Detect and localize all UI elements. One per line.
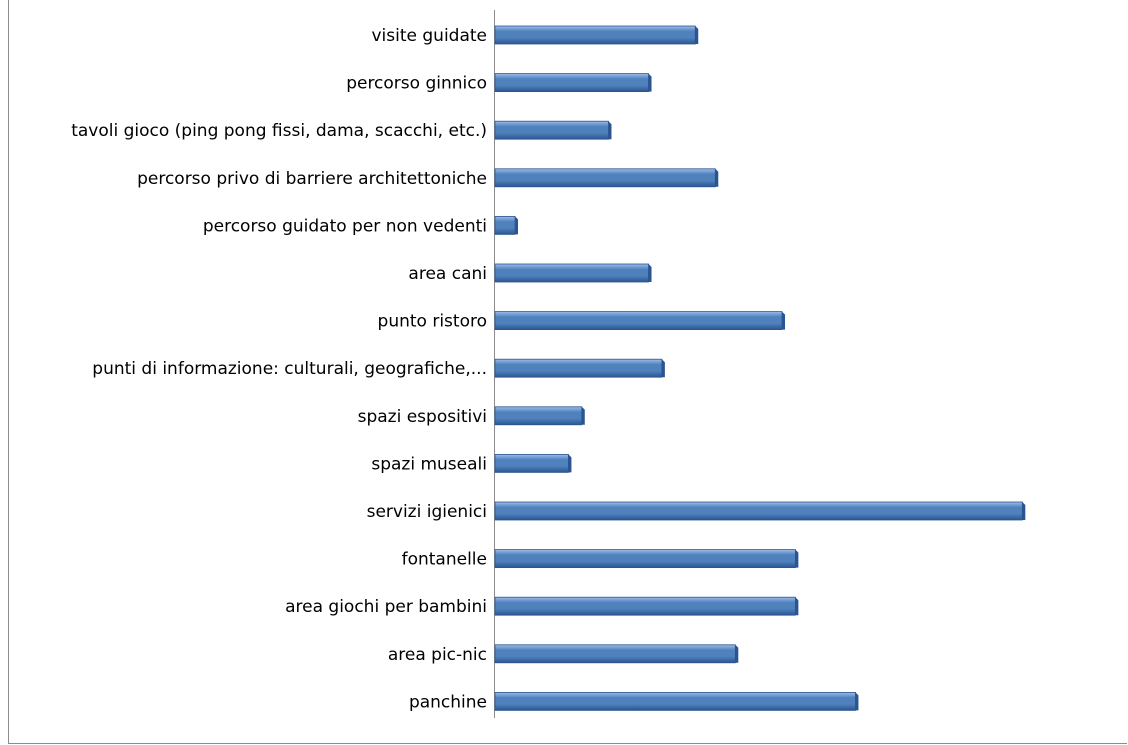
category-label: percorso privo di barriere architettonic… — [137, 169, 487, 189]
category-label: percorso ginnico — [346, 74, 487, 94]
bar — [494, 168, 719, 188]
bar-body — [494, 263, 649, 283]
bar-end-cap — [608, 121, 612, 140]
bar-end-cap — [695, 26, 699, 44]
bar-body — [494, 168, 716, 188]
bar — [494, 215, 519, 235]
bar-end-cap — [648, 264, 652, 282]
bar-body — [494, 25, 696, 45]
bar — [494, 311, 786, 331]
bar-end-cap — [568, 454, 572, 473]
bar — [494, 453, 572, 473]
category-label: area cani — [408, 264, 487, 284]
bar-body — [494, 549, 796, 568]
bar — [494, 25, 699, 45]
bar-end-cap — [581, 406, 585, 425]
category-label: percorso guidato per non vedenti — [203, 216, 487, 236]
category-label: spazi espositivi — [358, 407, 487, 427]
bar — [494, 263, 652, 283]
category-label: punti di informazione: culturali, geogra… — [92, 359, 487, 379]
bar — [494, 596, 799, 616]
bar-end-cap — [715, 168, 719, 187]
bar — [494, 549, 799, 568]
category-label: area giochi per bambini — [285, 597, 487, 617]
bar — [494, 406, 585, 426]
bar-end-cap — [515, 216, 519, 235]
bar-end-cap — [795, 549, 799, 568]
bar-end-cap — [1022, 502, 1026, 520]
category-label: area pic-nic — [388, 645, 487, 665]
category-labels: visite guidate percorso ginnico tavoli gio… — [71, 26, 487, 712]
bar-end-cap — [782, 311, 786, 330]
bar — [494, 501, 1026, 521]
category-label: tavoli gioco (ping pong fissi, dama, sca… — [71, 121, 487, 141]
bar — [494, 644, 739, 664]
bar-body — [494, 120, 609, 140]
bar-body — [494, 73, 649, 92]
bar-body — [494, 501, 1023, 521]
chart-frame — [8, 0, 1127, 744]
bars-layer — [494, 25, 1026, 711]
bar-end-cap — [855, 692, 859, 711]
category-label: fontanelle — [402, 550, 487, 570]
bar-end-cap — [648, 73, 652, 92]
category-label: panchine — [409, 692, 487, 712]
bar-end-cap — [795, 597, 799, 616]
bar-body — [494, 358, 663, 378]
bar-body — [494, 311, 783, 331]
bar-body — [494, 692, 856, 711]
bar-body — [494, 406, 583, 426]
category-label: servizi igienici — [367, 502, 487, 522]
category-label: spazi museali — [371, 454, 487, 474]
bar-body — [494, 644, 736, 664]
bar — [494, 73, 652, 92]
category-label: visite guidate — [371, 26, 487, 46]
bar-body — [494, 453, 569, 473]
category-label: punto ristoro — [378, 312, 487, 332]
bar — [494, 692, 859, 711]
bar-end-cap — [661, 359, 665, 378]
bar — [494, 358, 665, 378]
bar-body — [494, 215, 516, 235]
bar-body — [494, 596, 796, 616]
bar-end-cap — [735, 644, 739, 663]
bar — [494, 120, 612, 140]
